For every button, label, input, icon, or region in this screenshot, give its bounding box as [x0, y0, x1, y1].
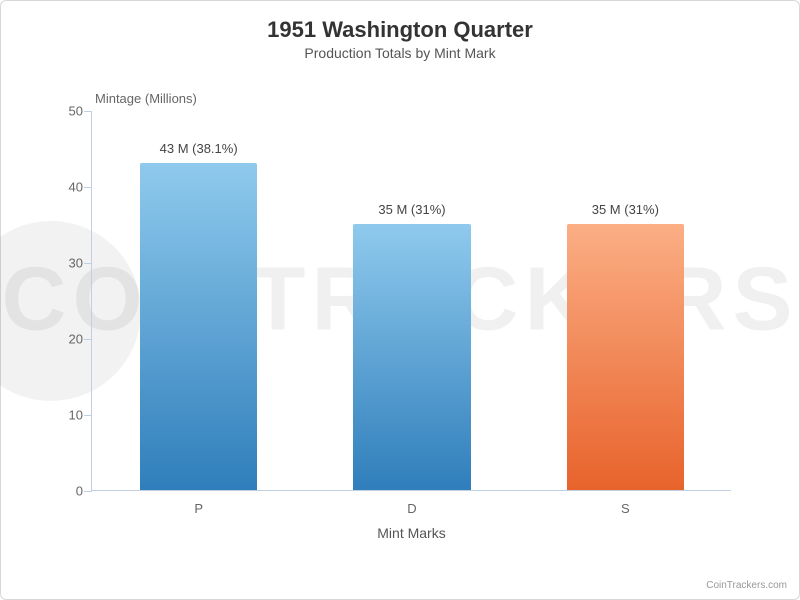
- x-axis-label: Mint Marks: [377, 525, 445, 541]
- y-tick-label: 30: [43, 256, 83, 271]
- bar-label-D: 35 M (31%): [378, 202, 445, 225]
- credits-text: CoinTrackers.com: [706, 580, 787, 591]
- y-tick-label: 50: [43, 104, 83, 119]
- y-tick-label: 40: [43, 180, 83, 195]
- bar-D: [353, 224, 470, 490]
- bar-label-P: 43 M (38.1%): [160, 141, 238, 164]
- chart-container: Mintage (Millions) 43 M (38.1%)P35 M (31…: [91, 91, 731, 521]
- y-tick-label: 10: [43, 408, 83, 423]
- y-tick: [84, 111, 92, 112]
- category-label-D: D: [407, 501, 416, 516]
- y-tick: [84, 187, 92, 188]
- bar-label-S: 35 M (31%): [592, 202, 659, 225]
- y-tick: [84, 491, 92, 492]
- bar-P: [140, 163, 257, 490]
- plot-area: 43 M (38.1%)P35 M (31%)D35 M (31%)SMint …: [91, 111, 731, 491]
- category-label-S: S: [621, 501, 630, 516]
- y-tick-label: 20: [43, 332, 83, 347]
- bar-S: [567, 224, 684, 490]
- chart-subtitle: Production Totals by Mint Mark: [1, 43, 799, 61]
- y-tick: [84, 415, 92, 416]
- chart-title: 1951 Washington Quarter: [1, 1, 799, 43]
- y-tick: [84, 263, 92, 264]
- y-tick-label: 0: [43, 484, 83, 499]
- category-label-P: P: [194, 501, 203, 516]
- y-tick: [84, 339, 92, 340]
- y-axis-label: Mintage (Millions): [95, 91, 197, 106]
